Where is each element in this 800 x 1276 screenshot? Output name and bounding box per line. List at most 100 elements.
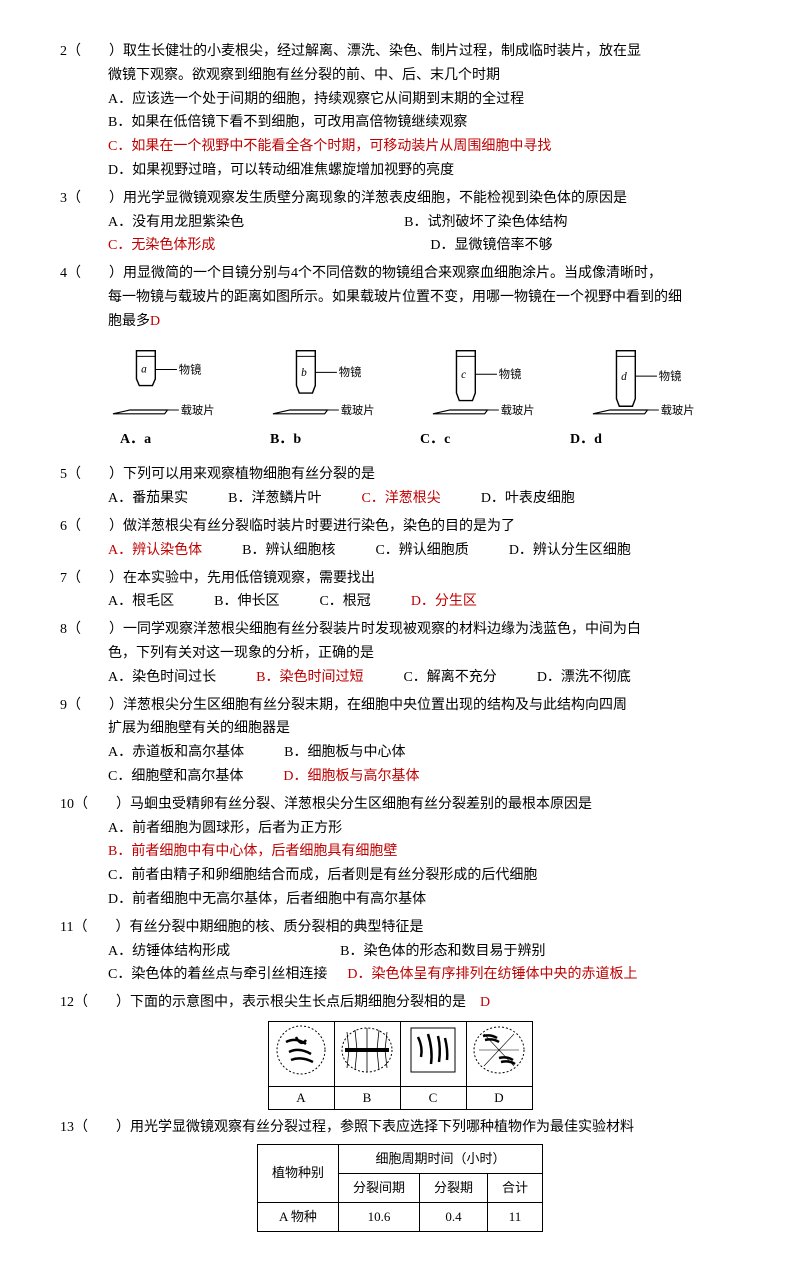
q12-stem: 12（ ）下面的示意图中，表示根尖生长点后期细胞分裂相的是 (60, 995, 480, 1010)
q5-opt-d: D．叶表皮细胞 (481, 487, 575, 511)
question-3: 3（ ）用光学显微镜观察发生质壁分离现象的洋葱表皮细胞，不能检视到染色体的原因是… (60, 187, 740, 258)
q10-opt-a: A．前者细胞为圆球形，后者为正方形 (60, 817, 740, 841)
svg-text:物镜: 物镜 (659, 368, 682, 382)
th-interphase: 分裂间期 (338, 1173, 419, 1202)
q13-stem: 13（ ）用光学显微镜观察有丝分裂过程，参照下表应选择下列哪种植物作为最佳实验材… (60, 1116, 740, 1140)
svg-text:c: c (461, 369, 466, 381)
q8-opt-b: B．染色时间过短 (256, 666, 363, 690)
q4-opt-a: A．a (100, 428, 250, 452)
q7-stem: 7（ ）在本实验中，先用低倍镜观察，需要找出 (60, 567, 740, 591)
q11-opt-a: A．纺锤体结构形成 (108, 940, 230, 964)
q9-opt-d: D．细胞板与高尔基体 (283, 765, 419, 789)
question-13: 13（ ）用光学显微镜观察有丝分裂过程，参照下表应选择下列哪种植物作为最佳实验材… (60, 1116, 740, 1232)
q6-opt-d: D．辨认分生区细胞 (509, 539, 631, 563)
cell-fig-a (268, 1021, 334, 1086)
q3-opt-a: A．没有用龙胆紫染色 (108, 211, 244, 235)
q8-opt-d: D．漂洗不彻底 (537, 666, 631, 690)
q11-opt-d: D．染色体呈有序排列在纺锤体中央的赤道板上 (347, 963, 637, 987)
cell-fig-c (400, 1021, 466, 1086)
q2-opt-c: C．如果在一个视野中不能看全各个时期，可移动装片从周围细胞中寻找 (60, 135, 740, 159)
q7-opt-d: D．分生区 (411, 590, 477, 614)
q12-answer: D (480, 995, 490, 1010)
question-9: 9（ ）洋葱根尖分生区细胞有丝分裂末期，在细胞中央位置出现的结构及与此结构向四周… (60, 694, 740, 789)
q10-opt-d: D．前者细胞中无高尔基体，后者细胞中有高尔基体 (60, 888, 740, 912)
q2-opt-a: A．应该选一个处于间期的细胞，持续观察它从间期到末期的全过程 (60, 88, 740, 112)
cell-inter-a: 10.6 (338, 1202, 419, 1231)
q5-opt-b: B．洋葱鳞片叶 (228, 487, 321, 511)
q5-opt-c: C．洋葱根尖 (361, 487, 440, 511)
q2-stem-2: 微镜下观察。欲观察到细胞有丝分裂的前、中、后、末几个时期 (60, 64, 740, 88)
q2-stem-1: 2（ ）取生长健壮的小麦根尖，经过解离、漂洗、染色、制片过程，制成临时装片，放在… (60, 40, 740, 64)
q2-opt-b: B．如果在低倍镜下看不到细胞，可改用高倍物镜继续观察 (60, 111, 740, 135)
q4-opt-d: D．d (550, 428, 700, 452)
question-4: 4（ ）用显微简的一个目镜分别与4个不同倍数的物镜组合来观察血细胞涂片。当成像清… (60, 262, 740, 459)
question-5: 5（ ）下列可以用来观察植物细胞有丝分裂的是 A．番茄果实 B．洋葱鳞片叶 C．… (60, 463, 740, 511)
svg-text:物镜: 物镜 (499, 367, 522, 381)
svg-text:载玻片: 载玻片 (341, 403, 375, 416)
question-7: 7（ ）在本实验中，先用低倍镜观察，需要找出 A．根毛区 B．伸长区 C．根冠 … (60, 567, 740, 615)
question-2: 2（ ）取生长健壮的小麦根尖，经过解离、漂洗、染色、制片过程，制成临时装片，放在… (60, 40, 740, 183)
q8-stem-2: 色，下列有关对这一现象的分析，正确的是 (60, 642, 740, 666)
q10-opt-b: B．前者细胞中有中心体，后者细胞具有细胞壁 (60, 840, 740, 864)
q4-answer: D (150, 314, 160, 329)
q7-opt-c: C．根冠 (319, 590, 370, 614)
q9-opt-b: B．细胞板与中心体 (284, 741, 405, 765)
q3-stem: 3（ ）用光学显微镜观察发生质壁分离现象的洋葱表皮细胞，不能检视到染色体的原因是 (60, 187, 740, 211)
cell-div-a: 0.4 (420, 1202, 488, 1231)
th-total: 合计 (488, 1173, 543, 1202)
q10-stem: 10（ ）马蛔虫受精卵有丝分裂、洋葱根尖分生区细胞有丝分裂差别的最根本原因是 (60, 793, 740, 817)
question-8: 8（ ）一同学观察洋葱根尖细胞有丝分裂装片时发现被观察的材料边缘为浅蓝色，中间为… (60, 618, 740, 689)
lens-a-icon: a 物镜 载玻片 (100, 346, 220, 426)
question-10: 10（ ）马蛔虫受精卵有丝分裂、洋葱根尖分生区细胞有丝分裂差别的最根本原因是 A… (60, 793, 740, 912)
cell-label-d: D (466, 1086, 532, 1109)
svg-text:物镜: 物镜 (339, 365, 362, 379)
svg-text:物镜: 物镜 (179, 362, 202, 376)
q9-opt-c: C．细胞壁和高尔基体 (108, 765, 243, 789)
question-12: 12（ ）下面的示意图中，表示根尖生长点后期细胞分裂相的是 D A B C D (60, 991, 740, 1110)
cell-label-a: A (268, 1086, 334, 1109)
svg-text:载玻片: 载玻片 (501, 403, 535, 416)
q8-stem-1: 8（ ）一同学观察洋葱根尖细胞有丝分裂装片时发现被观察的材料边缘为浅蓝色，中间为… (60, 618, 740, 642)
svg-text:a: a (141, 363, 147, 375)
q9-stem-1: 9（ ）洋葱根尖分生区细胞有丝分裂末期，在细胞中央位置出现的结构及与此结构向四周 (60, 694, 740, 718)
q4-opt-c: C．c (400, 428, 550, 452)
lens-d-icon: d 物镜 载玻片 (580, 346, 700, 426)
q7-opt-b: B．伸长区 (214, 590, 279, 614)
q11-opt-b: B．染色体的形态和数目易于辨别 (340, 940, 545, 964)
cell-fig-d (466, 1021, 532, 1086)
cell-label-b: B (334, 1086, 400, 1109)
q6-stem: 6（ ）做洋葱根尖有丝分裂临时装片时要进行染色，染色的目的是为了 (60, 515, 740, 539)
cell-total-a: 11 (488, 1202, 543, 1231)
q8-opt-a: A．染色时间过长 (108, 666, 216, 690)
cell-fig-b (334, 1021, 400, 1086)
q4-diagram: a 物镜 载玻片 b 物镜 载玻片 c 物镜 载玻片 (60, 334, 740, 428)
q5-stem: 5（ ）下列可以用来观察植物细胞有丝分裂的是 (60, 463, 740, 487)
q6-opt-a: A．辨认染色体 (108, 539, 202, 563)
q2-opt-d: D．如果视野过暗，可以转动细准焦螺旋增加视野的亮度 (60, 159, 740, 183)
q3-opt-d: D．显微镜倍率不够 (430, 234, 552, 258)
svg-text:载玻片: 载玻片 (661, 403, 695, 416)
q10-opt-c: C．前者由精子和卵细胞结合而成，后者则是有丝分裂形成的后代细胞 (60, 864, 740, 888)
question-11: 11（ ）有丝分裂中期细胞的核、质分裂相的典型特征是 A．纺锤体结构形成 B．染… (60, 916, 740, 987)
q7-opt-a: A．根毛区 (108, 590, 174, 614)
q4-opt-b: B．b (250, 428, 400, 452)
th-division: 分裂期 (420, 1173, 488, 1202)
svg-text:载玻片: 载玻片 (181, 403, 215, 416)
q11-opt-c: C．染色体的着丝点与牵引丝相连接 (108, 963, 327, 987)
q5-opt-a: A．番茄果实 (108, 487, 188, 511)
q13-table: 植物种别 细胞周期时间（小时） 分裂间期 分裂期 合计 A 物种 10.6 0.… (257, 1144, 543, 1232)
svg-text:b: b (301, 367, 307, 379)
q6-opt-b: B．辨认细胞核 (242, 539, 335, 563)
q9-stem-2: 扩展为细胞壁有关的细胞器是 (60, 717, 740, 741)
q3-opt-c: C．无染色体形成 (108, 234, 215, 258)
cell-species-a: A 物种 (257, 1202, 338, 1231)
question-6: 6（ ）做洋葱根尖有丝分裂临时装片时要进行染色，染色的目的是为了 A．辨认染色体… (60, 515, 740, 563)
q6-opt-c: C．辨认细胞质 (375, 539, 468, 563)
svg-text:d: d (621, 370, 627, 382)
lens-c-icon: c 物镜 载玻片 (420, 346, 540, 426)
q9-opt-a: A．赤道板和高尔基体 (108, 741, 244, 765)
q11-stem: 11（ ）有丝分裂中期细胞的核、质分裂相的典型特征是 (60, 916, 740, 940)
lens-b-icon: b 物镜 载玻片 (260, 346, 380, 426)
th-cycle: 细胞周期时间（小时） (338, 1144, 542, 1173)
q12-figure: A B C D (268, 1021, 533, 1110)
